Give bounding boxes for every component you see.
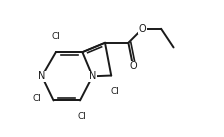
Text: O: O [139,24,146,34]
Text: Cl: Cl [33,94,42,103]
Text: N: N [38,71,45,81]
Text: O: O [129,61,137,71]
Text: Cl: Cl [77,112,86,121]
Text: Cl: Cl [111,87,120,96]
Text: N: N [89,71,96,81]
Text: Cl: Cl [52,32,60,41]
